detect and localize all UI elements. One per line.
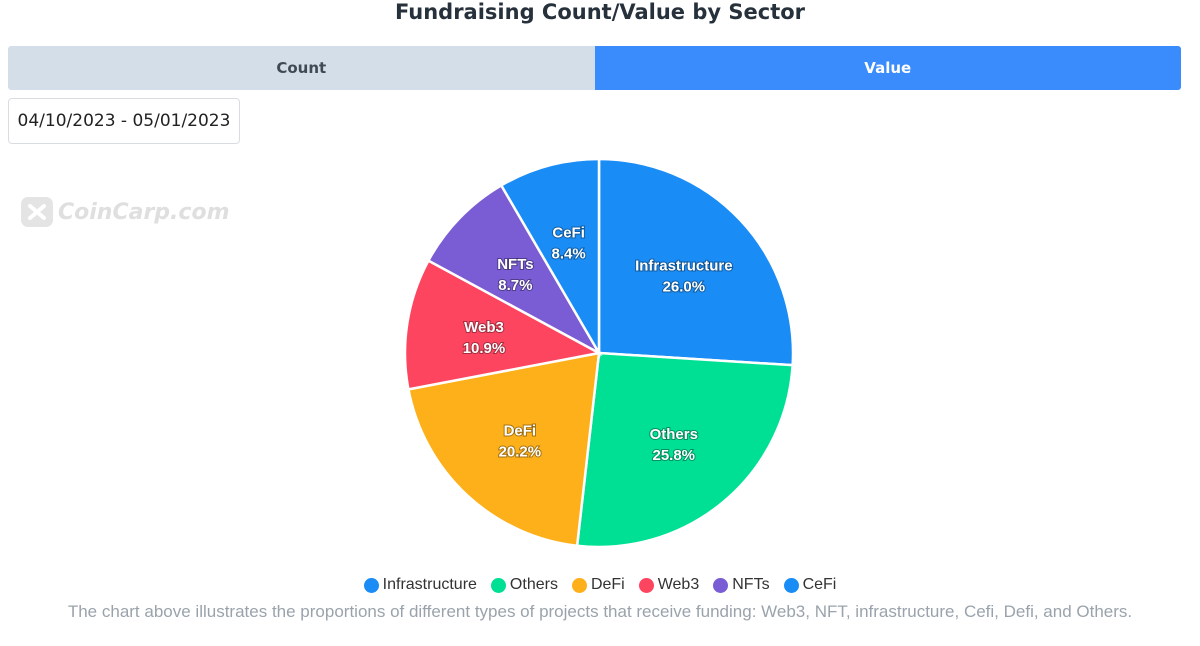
slice-label-defi: DeFi	[504, 422, 537, 439]
legend-dot-icon	[638, 577, 654, 593]
legend-item-nfts[interactable]: NFTs	[713, 576, 770, 594]
slice-label-infrastructure: Infrastructure	[635, 257, 733, 274]
legend-dot-icon	[783, 577, 799, 593]
pie-slice-web3[interactable]	[403, 258, 603, 391]
slice-label-web3: Web3	[464, 319, 504, 336]
pie-slice-others[interactable]	[575, 351, 794, 549]
legend-label: Web3	[657, 576, 700, 593]
slice-label-cefi: CeFi	[552, 225, 585, 242]
legend-item-web3[interactable]: Web3	[638, 576, 700, 594]
coincarp-logo-icon	[21, 197, 53, 227]
pie-slice-defi[interactable]	[406, 351, 601, 548]
legend-label: Infrastructure	[382, 576, 477, 593]
legend-dot-icon	[713, 577, 729, 593]
slice-value-cefi: 8.4%	[552, 246, 586, 263]
legend-item-cefi[interactable]: CeFi	[783, 576, 837, 594]
slice-value-nfts: 8.7%	[498, 277, 532, 294]
watermark-text: CoinCarp.com	[58, 199, 230, 225]
slice-label-others: Others	[650, 426, 698, 443]
pie-slice-cefi[interactable]	[499, 157, 601, 358]
legend-item-others[interactable]: Others	[490, 576, 558, 594]
legend-item-infrastructure[interactable]: Infrastructure	[363, 576, 477, 594]
slice-value-web3: 10.9%	[463, 340, 506, 357]
legend-dot-icon	[490, 577, 506, 593]
tab-bar: Count Value	[8, 46, 1181, 90]
legend-label: DeFi	[590, 576, 625, 593]
legend-dot-icon	[363, 577, 379, 593]
slice-value-infrastructure: 26.0%	[663, 278, 706, 295]
date-range-picker[interactable]: 04/10/2023 - 05/01/2023	[8, 98, 240, 144]
pie-slice-nfts[interactable]	[426, 183, 603, 357]
slice-label-nfts: NFTs	[497, 256, 533, 273]
tab-value[interactable]: Value	[594, 46, 1181, 90]
legend-item-defi[interactable]: DeFi	[571, 576, 625, 594]
legend-label: CeFi	[802, 576, 837, 593]
legend-dot-icon	[571, 577, 587, 593]
legend-label: Others	[509, 576, 558, 593]
chart-caption: The chart above illustrates the proporti…	[67, 602, 1133, 621]
chart-legend: Infrastructure Others DeFi Web3 NFTs CeFi	[0, 576, 1200, 594]
legend-label: NFTs	[732, 576, 770, 593]
tab-count[interactable]: Count	[8, 46, 595, 90]
pie-slice-infrastructure[interactable]	[597, 157, 795, 367]
slice-value-defi: 20.2%	[499, 443, 542, 460]
chart-title: Fundraising Count/Value by Sector	[394, 0, 806, 24]
slice-value-others: 25.8%	[652, 447, 695, 464]
watermark: CoinCarp.com	[20, 196, 230, 228]
